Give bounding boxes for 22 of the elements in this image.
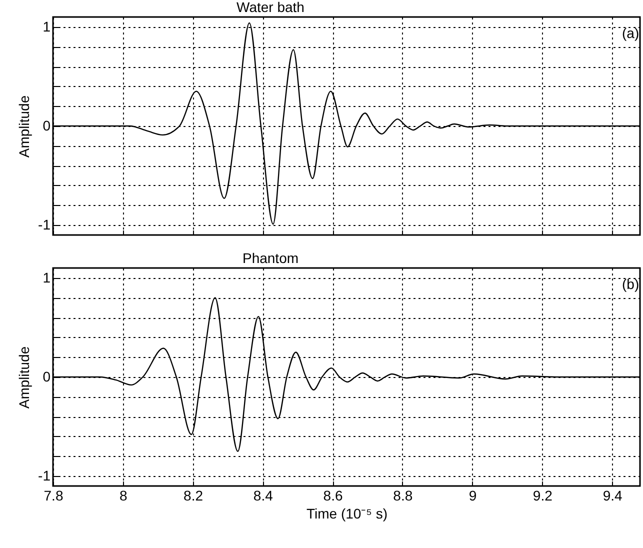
x-tick-label: 8: [119, 488, 128, 504]
chart-title: Water bath: [236, 0, 304, 15]
x-tick-label: 8.4: [253, 488, 274, 504]
y-tick-label: 1: [42, 269, 51, 286]
y-tick-label: -1: [38, 468, 51, 484]
x-tick-label: 9.2: [532, 488, 553, 504]
chart-title: Phantom: [242, 250, 299, 266]
x-tick-label: 8.8: [393, 488, 413, 504]
x-tick-label: 9.4: [602, 488, 622, 504]
annotation: (b): [622, 276, 640, 292]
y-tick-label: 0: [42, 368, 51, 384]
x-tick-label: 8.6: [323, 488, 343, 504]
x-tick-label: 9: [468, 488, 477, 504]
x-tick-label: 7.8: [44, 488, 64, 504]
annotation: (a): [622, 25, 640, 41]
y-tick-label: -1: [38, 216, 51, 233]
x-tick-label: 8.2: [184, 488, 204, 504]
y-axis-title: Amplitude: [16, 95, 32, 158]
y-tick-label: 1: [42, 18, 51, 34]
y-axis-title: Amplitude: [16, 346, 32, 409]
y-tick-label: 0: [42, 118, 51, 134]
x-axis-title: Time (10⁻⁵ s): [306, 506, 388, 522]
